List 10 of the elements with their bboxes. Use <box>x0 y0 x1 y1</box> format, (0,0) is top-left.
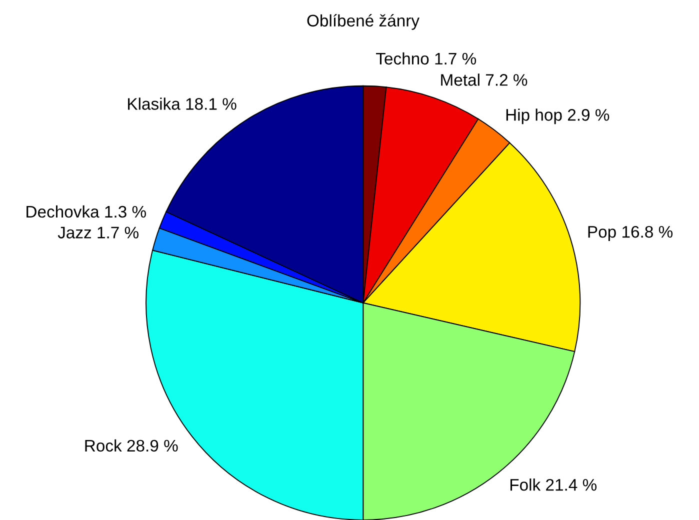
slice-label: Jazz 1.7 % <box>58 226 138 238</box>
chart-title: Oblíbené žánry <box>307 14 420 30</box>
slice-label: Dechovka 1.3 % <box>26 205 146 218</box>
slice-label: Metal 7.2 % <box>441 74 528 86</box>
slice-label: Hip hop 2.9 % <box>506 108 610 124</box>
slice-label: Folk 21.4 % <box>510 478 597 491</box>
slice-label: Pop 16.8 % <box>588 226 673 242</box>
slice-label: Techno 1.7 % <box>376 52 476 65</box>
slice-label: Rock 28.9 % <box>85 439 178 452</box>
slice-label: Klasika 18.1 % <box>128 98 236 110</box>
